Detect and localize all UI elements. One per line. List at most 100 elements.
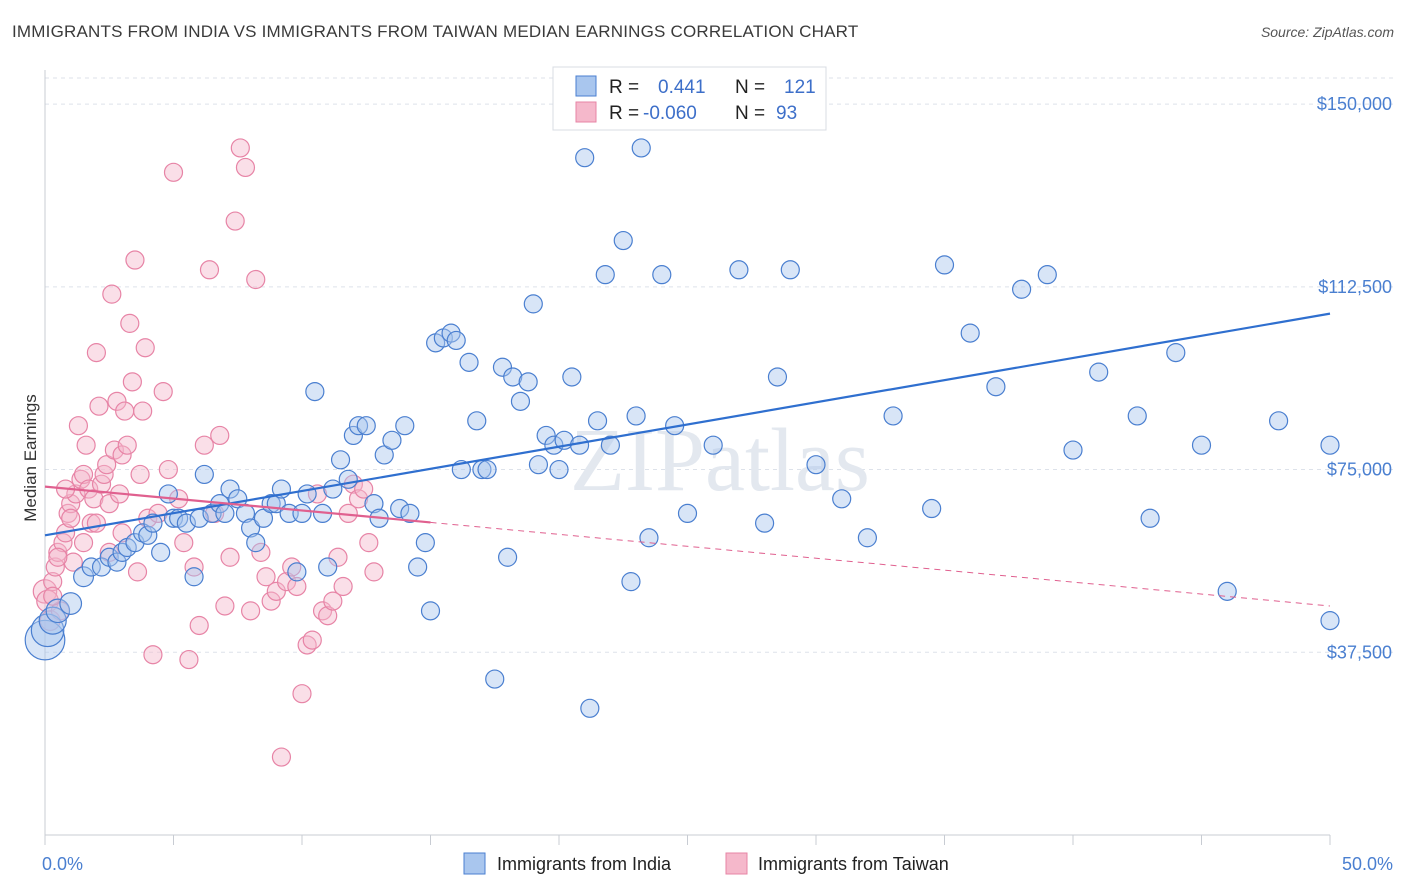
correlation-legend: R = 0.441 N = 121 R = -0.060 N = 93	[552, 66, 827, 131]
india-point-87	[613, 230, 633, 251]
india-point-84	[587, 411, 608, 431]
india-point-85	[595, 265, 615, 285]
india-point-17	[158, 484, 178, 504]
india-point-80	[562, 367, 582, 387]
india-point-117	[1268, 411, 1289, 431]
india-point-98	[767, 367, 788, 387]
india-point-27	[220, 479, 240, 499]
india-point-69	[492, 357, 513, 377]
india-point-72	[510, 391, 531, 411]
taiwan-point-63	[256, 567, 276, 587]
taiwan-point-69	[287, 576, 307, 597]
source-label: Source: ZipAtlas.com	[1260, 24, 1394, 40]
series-legend: Immigrants from India Immigrants from Ta…	[463, 852, 949, 875]
taiwan-point-35	[125, 250, 145, 270]
legend-r-label-india: R =	[609, 77, 639, 98]
india-point-5	[73, 566, 95, 588]
india-point-3	[45, 598, 71, 624]
india-point-6	[81, 557, 101, 577]
india-point-96	[729, 260, 749, 280]
india-point-94	[677, 503, 698, 524]
legend-r-value-india: 0.441	[658, 77, 706, 98]
taiwan-point-10	[61, 494, 81, 514]
india-point-116	[1217, 581, 1237, 601]
india-point-54	[395, 416, 415, 436]
taiwan-point-37	[130, 464, 150, 485]
india-point-118	[1320, 611, 1340, 631]
taiwan-point-28	[107, 391, 127, 411]
india-point-15	[143, 513, 163, 533]
bottom-legend-swatch-taiwan	[725, 852, 748, 875]
india-point-70	[498, 547, 518, 567]
x-tick-label-1: 50.0%	[1342, 854, 1393, 874]
taiwan-point-77	[328, 547, 348, 567]
taiwan-point-58	[230, 138, 250, 158]
india-point-40	[305, 381, 325, 402]
india-point-73	[518, 372, 538, 392]
india-point-114	[1166, 343, 1186, 363]
taiwan-point-56	[220, 547, 240, 567]
taiwan-point-38	[133, 401, 153, 421]
india-point-9	[107, 552, 127, 572]
y-axis-title: Median Earnings	[21, 394, 40, 522]
taiwan-point-32	[117, 435, 137, 455]
taiwan-point-64	[261, 591, 281, 611]
india-point-14	[138, 525, 158, 545]
taiwan-point-30	[112, 445, 132, 465]
india-point-43	[323, 479, 343, 499]
bottom-legend-swatch-india	[463, 852, 486, 875]
legend-n-value-taiwan: 93	[776, 103, 797, 124]
taiwan-point-41	[143, 645, 163, 665]
taiwan-point-54	[210, 425, 230, 446]
india-point-42	[318, 557, 338, 577]
india-point-97	[754, 513, 775, 533]
legend-n-label-india: N =	[735, 77, 765, 98]
taiwan-point-16	[76, 435, 96, 455]
india-point-39	[297, 484, 317, 504]
india-point-20	[176, 513, 196, 533]
taiwan-point-33	[120, 313, 140, 333]
india-point-57	[415, 533, 435, 553]
taiwan-point-86	[48, 547, 68, 567]
taiwan-point-76	[323, 591, 343, 611]
india-point-91	[639, 528, 659, 548]
taiwan-point-75	[318, 606, 338, 626]
india-point-111	[1089, 362, 1109, 382]
taiwan-point-84	[364, 562, 384, 582]
india-point-119	[1320, 435, 1340, 455]
india-point-68	[485, 669, 505, 689]
taiwan-point-60	[241, 601, 261, 621]
india-point-47	[348, 416, 369, 436]
india-point-86	[600, 435, 621, 455]
india-point-108	[1011, 279, 1032, 299]
india-point-95	[703, 435, 723, 455]
india-point-107	[986, 377, 1006, 397]
india-point-64	[459, 352, 479, 372]
taiwan-point-72	[302, 630, 322, 650]
taiwan-point-34	[122, 372, 142, 392]
india-point-102	[857, 528, 878, 548]
india-point-21	[184, 567, 204, 587]
india-point-101	[832, 489, 852, 509]
watermark: ZIPatlas	[570, 411, 870, 510]
india-point-67	[477, 459, 497, 480]
taiwan-point-50	[189, 615, 209, 636]
india-point-104	[922, 498, 942, 519]
taiwan-point-3	[43, 572, 63, 592]
india-point-30	[241, 518, 261, 538]
india-point-76	[536, 425, 556, 446]
india-point-75	[528, 455, 549, 475]
x-tick-label-0: 0.0%	[42, 854, 83, 874]
india-point-83	[580, 698, 600, 718]
taiwan-point-20	[86, 343, 107, 363]
india-point-99	[780, 260, 800, 280]
legend-swatch-taiwan	[575, 101, 597, 123]
taiwan-point-47	[174, 533, 194, 553]
taiwan-point-70	[292, 684, 312, 704]
taiwan-point-57	[225, 211, 245, 231]
india-point-92	[652, 265, 672, 285]
y-tick-label-2: $112,500	[1318, 277, 1392, 297]
taiwan-point-51	[194, 435, 214, 455]
legend-swatch-india	[575, 75, 597, 97]
taiwan-point-67	[276, 572, 297, 592]
